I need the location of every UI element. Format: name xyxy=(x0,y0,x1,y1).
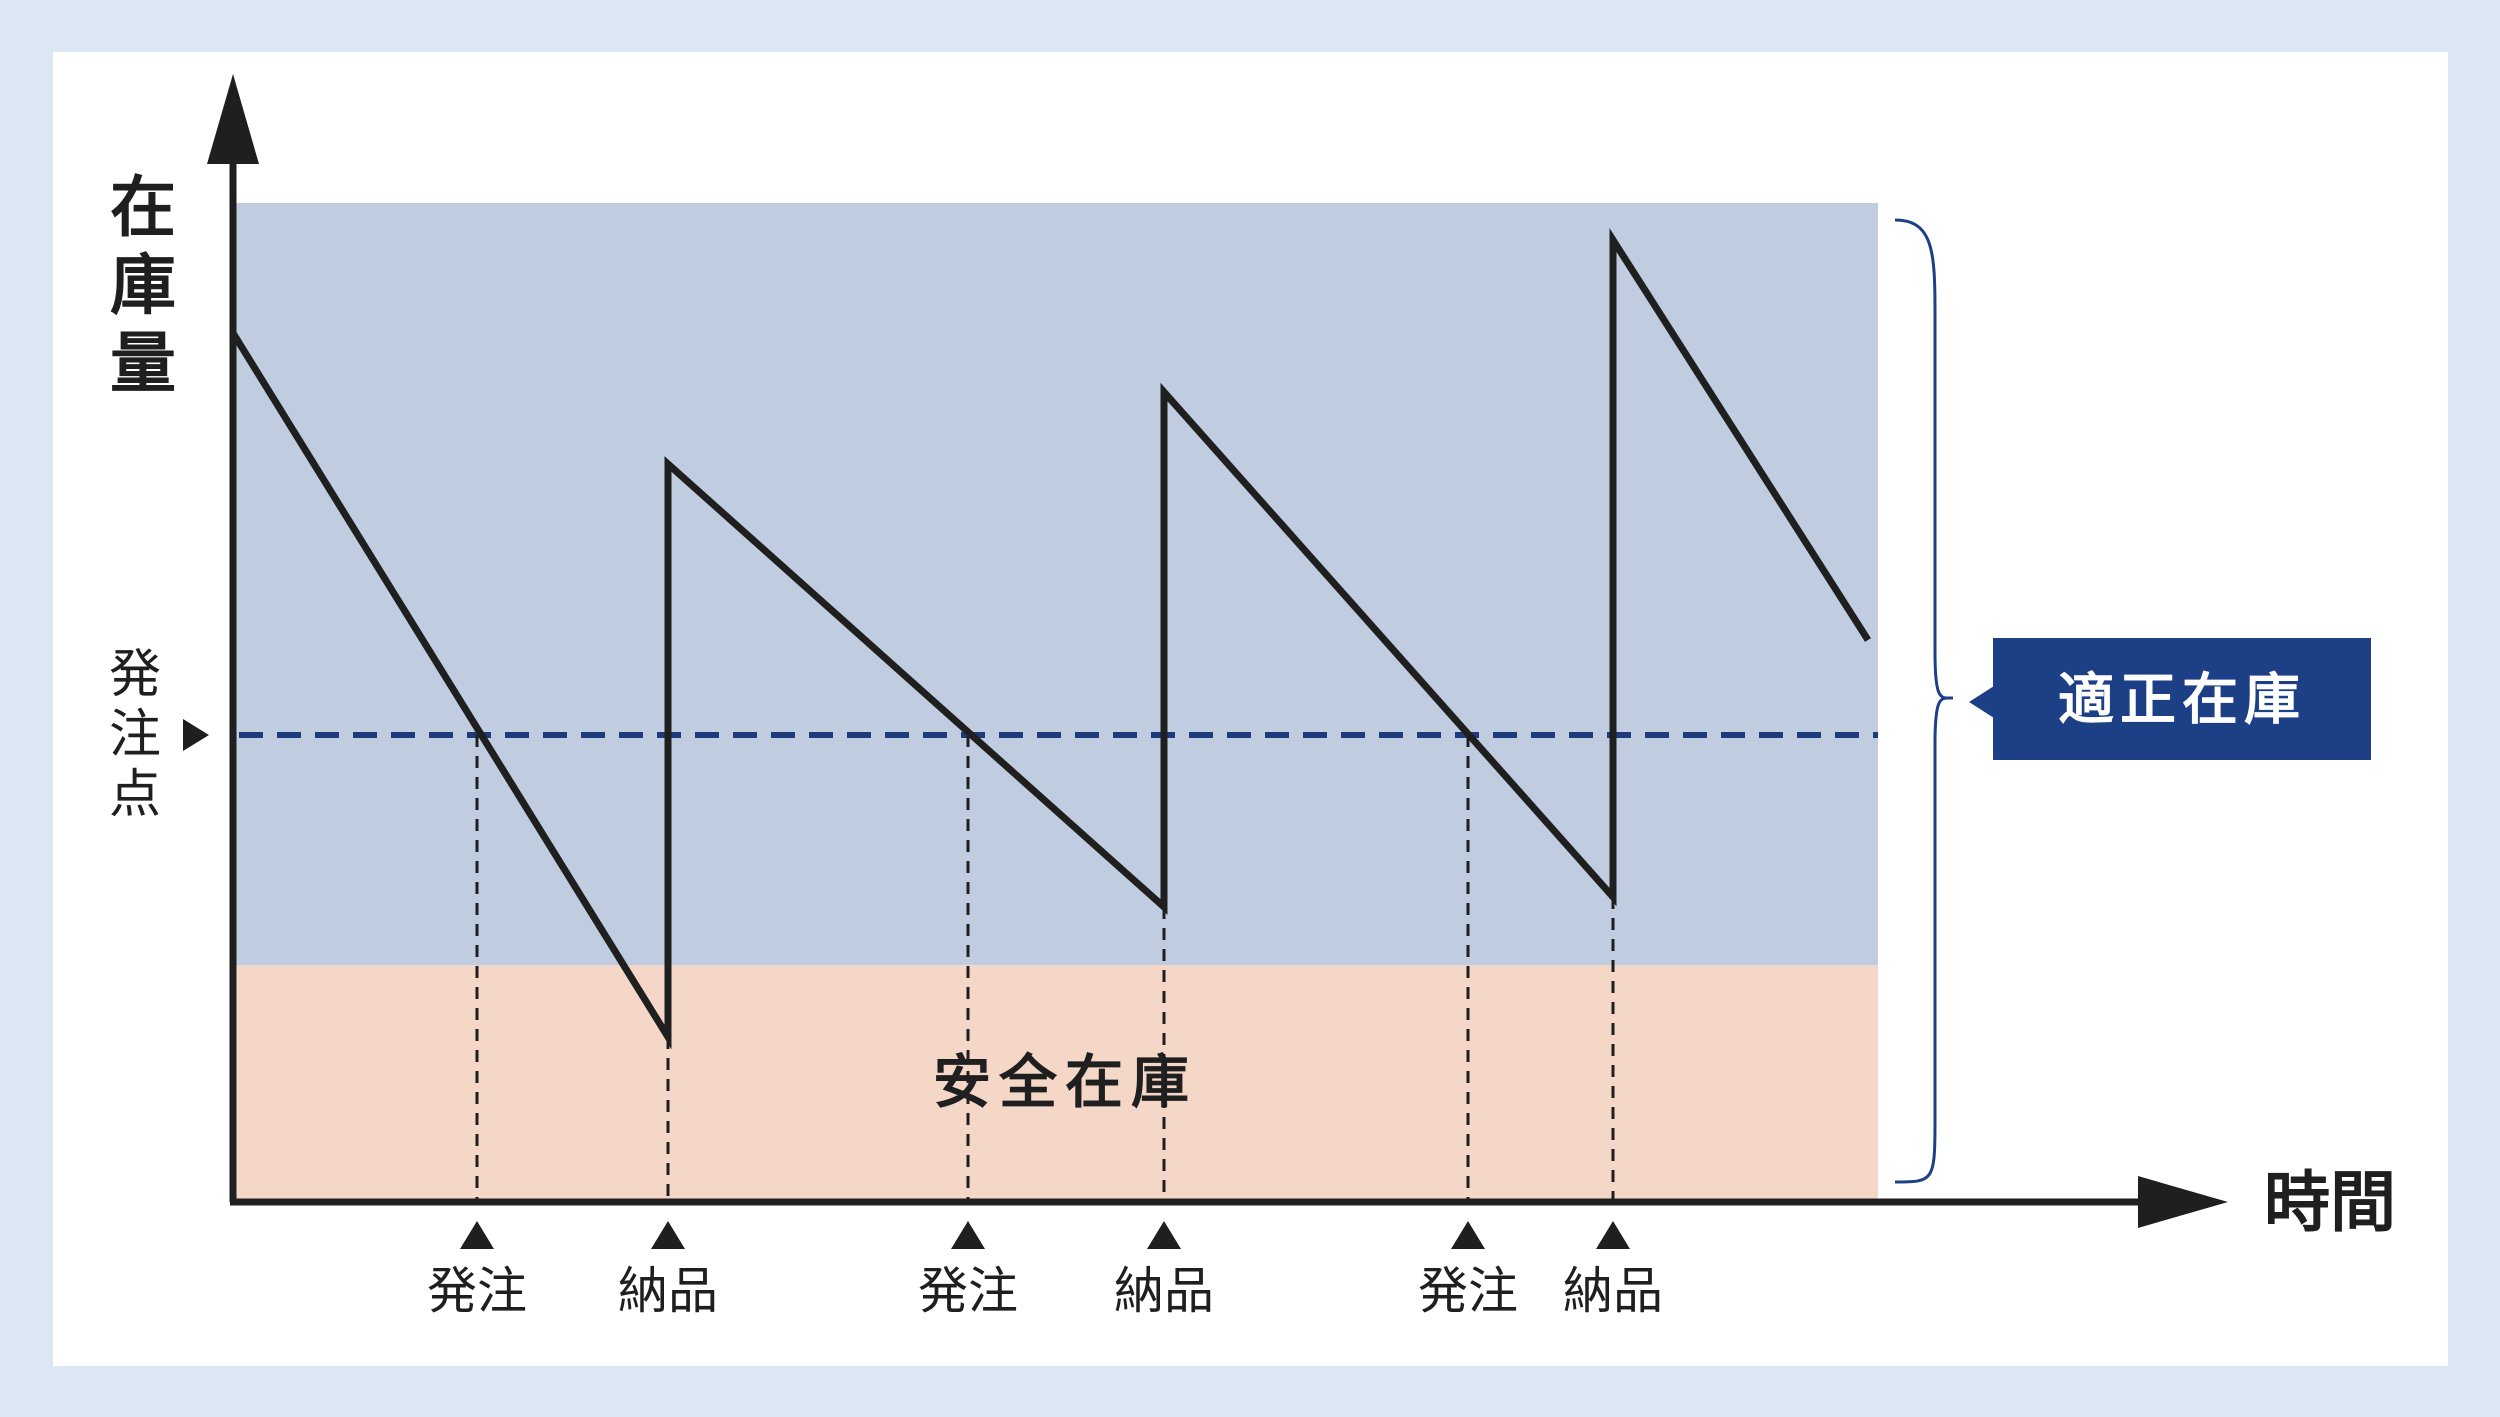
safety-stock-zone xyxy=(233,965,1878,1203)
proper-stock-label-pointer xyxy=(1969,686,1994,718)
event-marker-1 xyxy=(460,1221,494,1249)
event-label-delivery: 納品 xyxy=(1563,1262,1663,1320)
event-label-delivery: 納品 xyxy=(618,1262,718,1320)
inventory-diagram: 適正在庫 安全在庫 在 庫 量 発 注 点 時間 発注 納品 発注 納品 発注 … xyxy=(109,74,2396,1320)
event-marker-2 xyxy=(651,1221,685,1249)
event-label-order: 発注 xyxy=(1418,1262,1518,1320)
y-axis-arrow xyxy=(207,74,259,164)
event-marker-4 xyxy=(1147,1221,1181,1249)
reorder-point-label-char-1: 発 xyxy=(109,645,161,705)
event-label-delivery: 納品 xyxy=(1114,1262,1214,1320)
proper-stock-label-box xyxy=(1993,638,2371,760)
proper-stock-zone xyxy=(233,203,1878,965)
reorder-point-label-char-3: 点 xyxy=(109,765,161,825)
event-labels: 発注 納品 発注 納品 発注 納品 xyxy=(427,1262,1663,1320)
y-axis-label-char-2: 庫 xyxy=(110,247,176,324)
y-axis-label: 在 庫 量 xyxy=(110,169,176,402)
proper-stock-label: 適正在庫 xyxy=(2058,668,2306,733)
event-label-order: 発注 xyxy=(918,1262,1018,1320)
event-lines xyxy=(475,735,1615,1200)
safety-stock-label: 安全在庫 xyxy=(933,1048,1197,1116)
inventory-level-line xyxy=(230,227,1871,1050)
event-marker-3 xyxy=(951,1221,985,1249)
reorder-point-label-char-2: 注 xyxy=(109,705,161,765)
event-marker-5 xyxy=(1451,1221,1485,1249)
y-axis-label-char-3: 量 xyxy=(110,325,176,402)
reorder-point-label: 発 注 点 xyxy=(109,645,161,825)
x-axis-label: 時間 xyxy=(2264,1164,2396,1241)
diagram-frame: 適正在庫 安全在庫 在 庫 量 発 注 点 時間 発注 納品 発注 納品 発注 … xyxy=(53,52,2448,1366)
event-label-order: 発注 xyxy=(427,1262,527,1320)
proper-stock-brace xyxy=(1894,218,1954,1184)
reorder-point-marker xyxy=(183,719,209,751)
event-markers xyxy=(460,1221,1630,1249)
y-axis-label-char-1: 在 xyxy=(110,169,176,246)
event-marker-6 xyxy=(1596,1221,1630,1249)
x-axis-arrow xyxy=(2138,1176,2228,1228)
